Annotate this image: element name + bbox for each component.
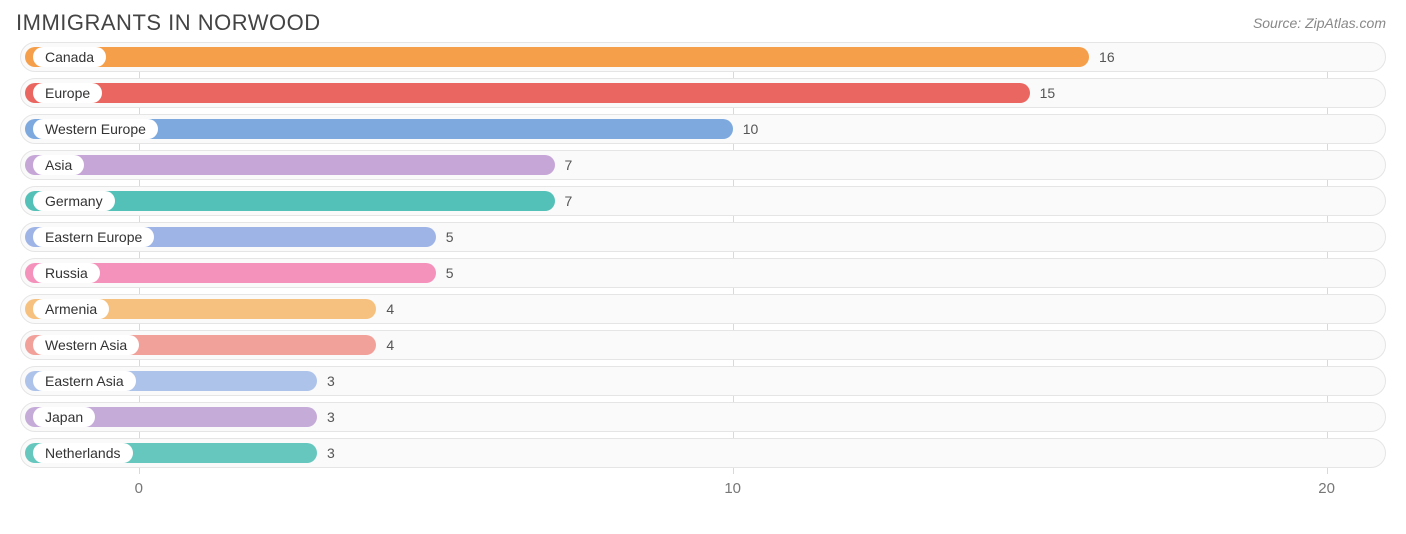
bar-row: Eastern Asia 3	[20, 366, 1386, 396]
chart-area: Canada16Europe15Western Europe10Asia7Ger…	[0, 42, 1406, 504]
bar-row: Canada 16	[20, 42, 1386, 72]
bar-fill	[25, 83, 1030, 103]
bar-row: Asia 7	[20, 150, 1386, 180]
bar-label: Germany	[33, 191, 115, 211]
bar-label: Eastern Europe	[33, 227, 154, 247]
bar-value: 3	[317, 366, 335, 396]
chart-plot: Canada16Europe15Western Europe10Asia7Ger…	[20, 42, 1386, 474]
x-axis: 0 10 20	[20, 474, 1386, 504]
bar-value: 10	[733, 114, 759, 144]
bar-container: Canada16Europe15Western Europe10Asia7Ger…	[20, 42, 1386, 468]
axis-tick: 20	[1318, 480, 1335, 497]
bar-label: Japan	[33, 407, 95, 427]
bar-value: 4	[376, 294, 394, 324]
source-name: ZipAtlas.com	[1305, 15, 1386, 31]
bar-value: 3	[317, 402, 335, 432]
bar-row: Russia 5	[20, 258, 1386, 288]
bar-label: Europe	[33, 83, 102, 103]
source-label: Source:	[1253, 15, 1301, 31]
bar-fill	[25, 155, 555, 175]
bar-label: Asia	[33, 155, 84, 175]
bar-value: 15	[1030, 78, 1056, 108]
bar-row: Armenia 4	[20, 294, 1386, 324]
bar-value: 16	[1089, 42, 1115, 72]
bar-value: 7	[555, 150, 573, 180]
bar-value: 5	[436, 258, 454, 288]
bar-value: 7	[555, 186, 573, 216]
source-attribution: Source: ZipAtlas.com	[1253, 15, 1386, 31]
bar-value: 3	[317, 438, 335, 468]
bar-row: Western Asia 4	[20, 330, 1386, 360]
bar-label: Canada	[33, 47, 106, 67]
axis-tick: 0	[135, 480, 143, 497]
bar-label: Russia	[33, 263, 100, 283]
bar-label: Netherlands	[33, 443, 133, 463]
chart-title: IMMIGRANTS IN NORWOOD	[16, 10, 321, 36]
bar-label: Western Europe	[33, 119, 158, 139]
bar-row: Eastern Europe 5	[20, 222, 1386, 252]
axis-tick: 10	[724, 480, 741, 497]
bar-label: Armenia	[33, 299, 109, 319]
bar-row: Netherlands 3	[20, 438, 1386, 468]
bar-row: Germany 7	[20, 186, 1386, 216]
bar-label: Eastern Asia	[33, 371, 136, 391]
bar-row: Europe 15	[20, 78, 1386, 108]
bar-fill	[25, 47, 1089, 67]
bar-row: Western Europe 10	[20, 114, 1386, 144]
bar-label: Western Asia	[33, 335, 139, 355]
bar-value: 4	[376, 330, 394, 360]
bar-row: Japan 3	[20, 402, 1386, 432]
bar-value: 5	[436, 222, 454, 252]
